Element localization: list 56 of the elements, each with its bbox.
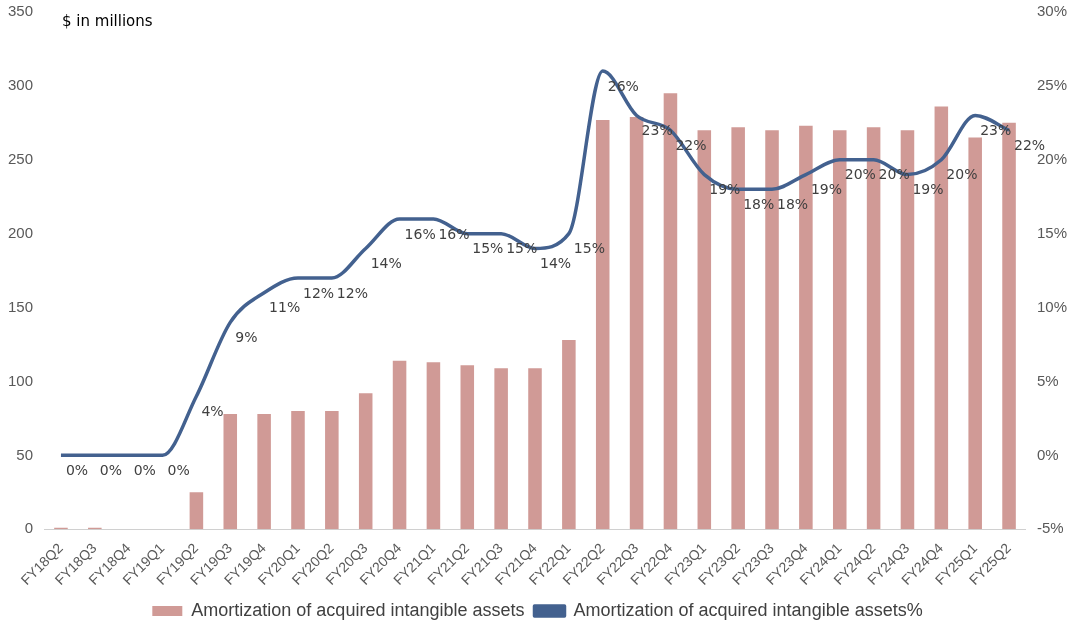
data-label: 23% <box>980 122 1012 139</box>
y-tick-label: 150 <box>8 297 34 315</box>
data-label: 14% <box>540 255 572 272</box>
legend-label: Amortization of acquired intangible assets% <box>573 599 923 620</box>
data-label: 0% <box>133 462 156 478</box>
y2-tick-label: 15% <box>1036 223 1068 241</box>
bar <box>223 413 238 530</box>
y-tick-label: 100 <box>8 371 34 389</box>
bar <box>629 116 644 530</box>
bar <box>528 368 542 530</box>
y2-tick-label: -5% <box>1036 519 1064 537</box>
data-label: 16% <box>404 225 436 242</box>
data-label: 18% <box>777 195 809 212</box>
y-tick-label: 250 <box>8 149 34 167</box>
y-axis-title: $ in millions <box>62 11 153 30</box>
data-label: 20% <box>946 166 978 183</box>
bar <box>189 492 204 530</box>
bar <box>426 362 441 530</box>
data-label: 15% <box>472 240 504 257</box>
y-tick-label: 0 <box>24 519 34 537</box>
y2-tick-label: 0% <box>1036 445 1059 463</box>
data-label: 20% <box>844 166 876 183</box>
y-tick-label: 350 <box>8 2 34 20</box>
data-label: 19% <box>912 181 944 198</box>
bar <box>291 411 305 530</box>
bar <box>257 413 271 530</box>
data-label: 0% <box>65 462 89 478</box>
y2-tick-label: 30% <box>1036 2 1068 20</box>
bar <box>358 393 373 530</box>
y-tick-label: 200 <box>8 223 34 241</box>
data-label: 12% <box>336 284 368 301</box>
data-label: 15% <box>506 240 538 257</box>
data-label: 0% <box>167 462 190 478</box>
data-label: 16% <box>438 225 470 242</box>
data-label: 20% <box>878 166 910 183</box>
data-label: 9% <box>235 328 258 345</box>
y2-tick-label: 5% <box>1036 371 1059 389</box>
data-label: 18% <box>743 195 775 212</box>
legend-label: Amortization of acquired intangible assets <box>191 599 525 620</box>
y-tick-label: 300 <box>8 76 34 94</box>
data-label: 11% <box>269 299 301 316</box>
line-series <box>59 69 1011 458</box>
bar <box>325 411 339 530</box>
y2-tick-label: 25% <box>1036 76 1068 94</box>
data-label: 15% <box>573 240 605 257</box>
data-label: 0% <box>99 462 123 478</box>
bar <box>460 365 475 530</box>
y2-tick-label: 10% <box>1036 297 1068 315</box>
bar <box>494 368 508 530</box>
y-tick-label: 50 <box>16 445 34 463</box>
data-label: 14% <box>370 255 402 272</box>
data-label: 19% <box>810 181 843 198</box>
data-label: 4% <box>201 402 224 419</box>
bar <box>392 360 407 530</box>
bar <box>562 340 576 530</box>
data-label: 12% <box>302 284 335 301</box>
